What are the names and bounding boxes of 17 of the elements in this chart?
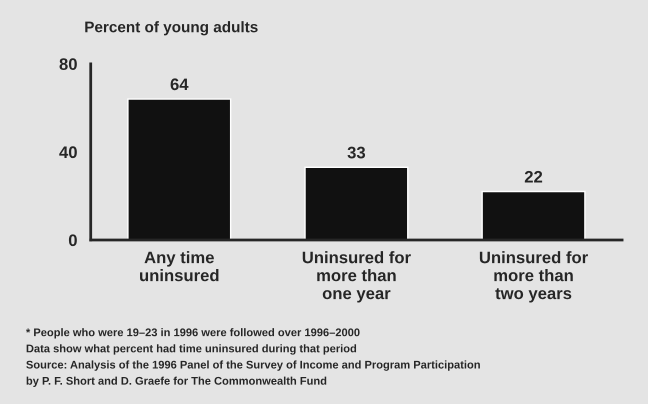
- text: Data show what percent had time uninsured during that period: [26, 344, 356, 355]
- y-tick-label: 0: [68, 234, 77, 246]
- y-tick-label: 80: [60, 58, 77, 70]
- bar: [304, 166, 408, 240]
- x-tick-label: Any time uninsured: [140, 251, 218, 282]
- text: by P. F. Short and D. Graefe for The Commonwealth Fund: [26, 376, 326, 387]
- x-tick-label: Uninsured for more than two years: [480, 251, 588, 303]
- data-label: 33: [348, 146, 366, 158]
- y-axis-title: Percent of young adults: [85, 21, 258, 36]
- y-tick-label: 40: [59, 146, 77, 158]
- text: * People who were 19–23 in 1996 were followed over 1996–2000: [26, 328, 360, 338]
- source-note: Source: Analysis of the 1996 Panel of the Survey of Income and Program Participation: [26, 360, 480, 371]
- bar: [127, 98, 232, 240]
- bar: [481, 190, 586, 240]
- x-tick-label: Uninsured for more than one year: [302, 251, 411, 303]
- data-label: 64: [170, 78, 188, 90]
- data-label: 22: [524, 170, 542, 183]
